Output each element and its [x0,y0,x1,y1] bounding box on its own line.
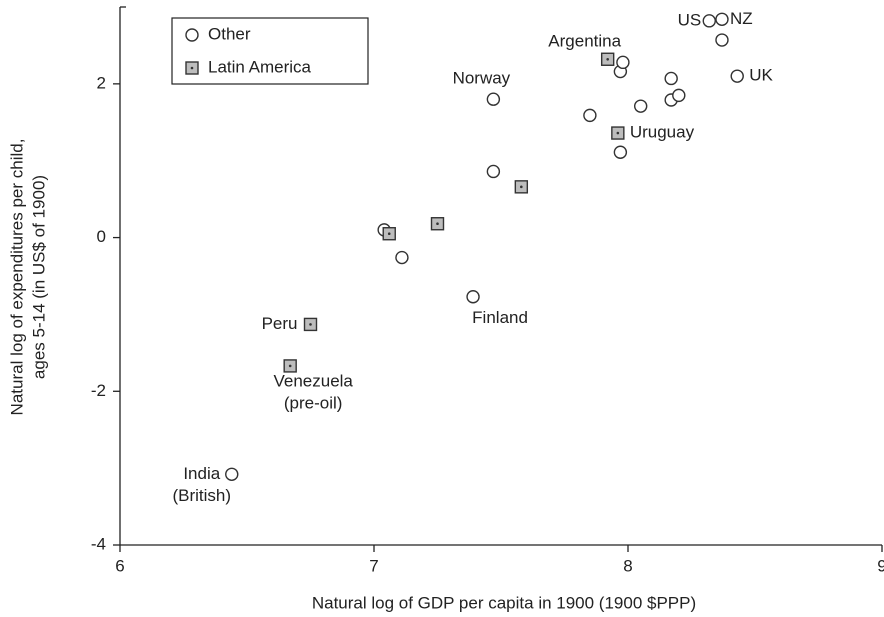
legend-box [171,17,369,85]
y-tick-label: -4 [91,534,106,553]
point [664,71,678,86]
point [616,55,630,70]
point-dot [616,131,620,135]
point [486,164,501,179]
point [715,12,729,26]
point [715,33,729,47]
point [395,250,409,265]
y-tick-label: 0 [97,227,106,246]
point [382,227,396,241]
point [613,145,628,159]
point-dot [288,364,292,368]
legend-label: Other [208,24,251,43]
point [225,467,239,481]
point-label: Venezuela [273,371,353,390]
point [672,88,686,103]
x-tick-label: 8 [623,556,632,575]
point [583,108,597,123]
point-dot [387,232,391,236]
point [283,359,297,373]
y-axis-label: ages 5-14 (in US$ of 1900) [29,175,48,379]
point [730,69,744,83]
point-dot [436,222,439,226]
point-dot [309,323,312,326]
point-label: US [678,10,702,29]
point [634,99,648,113]
point [303,317,318,332]
point [611,126,625,140]
point-dot [190,66,194,70]
x-axis-label: Natural log of GDP per capita in 1900 (1… [312,593,696,612]
y-tick-label: 2 [97,73,106,92]
point-label: India [183,464,220,483]
point [514,180,529,194]
point-label: Finland [472,308,528,327]
point [486,92,501,106]
point-label: Uruguay [630,123,695,142]
point-label: Norway [453,69,511,88]
x-tick-label: 6 [115,556,124,575]
point-label: UK [749,66,773,85]
legend-label: Latin America [208,57,312,76]
point-label: Argentina [548,32,621,51]
point-label: Peru [262,314,298,333]
y-tick-label: -2 [91,381,106,400]
point-label: NZ [730,9,753,28]
point [600,52,615,66]
x-tick-label: 9 [877,556,884,575]
point-label: (British) [172,486,231,505]
x-tick-label: 7 [369,556,378,575]
point [466,290,480,304]
legend-marker [185,28,199,42]
y-axis-label: Natural log of expenditures per child, [7,139,26,416]
legend-marker [185,61,199,75]
point [702,14,716,28]
point-dot [520,185,523,189]
point [430,217,445,231]
point-label: (pre-oil) [284,393,343,412]
point-dot [606,57,609,61]
